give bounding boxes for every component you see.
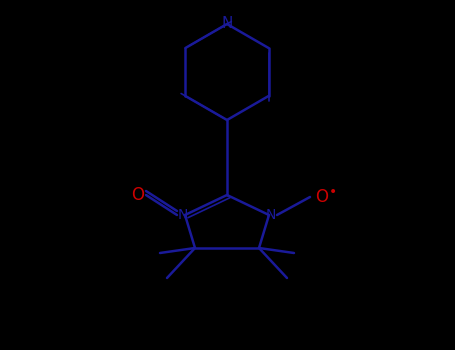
Text: •: • [329, 185, 337, 199]
Text: O: O [315, 188, 329, 206]
Text: N: N [178, 208, 188, 222]
Text: N: N [266, 208, 276, 222]
Text: N: N [221, 16, 233, 32]
Text: O: O [131, 186, 145, 204]
